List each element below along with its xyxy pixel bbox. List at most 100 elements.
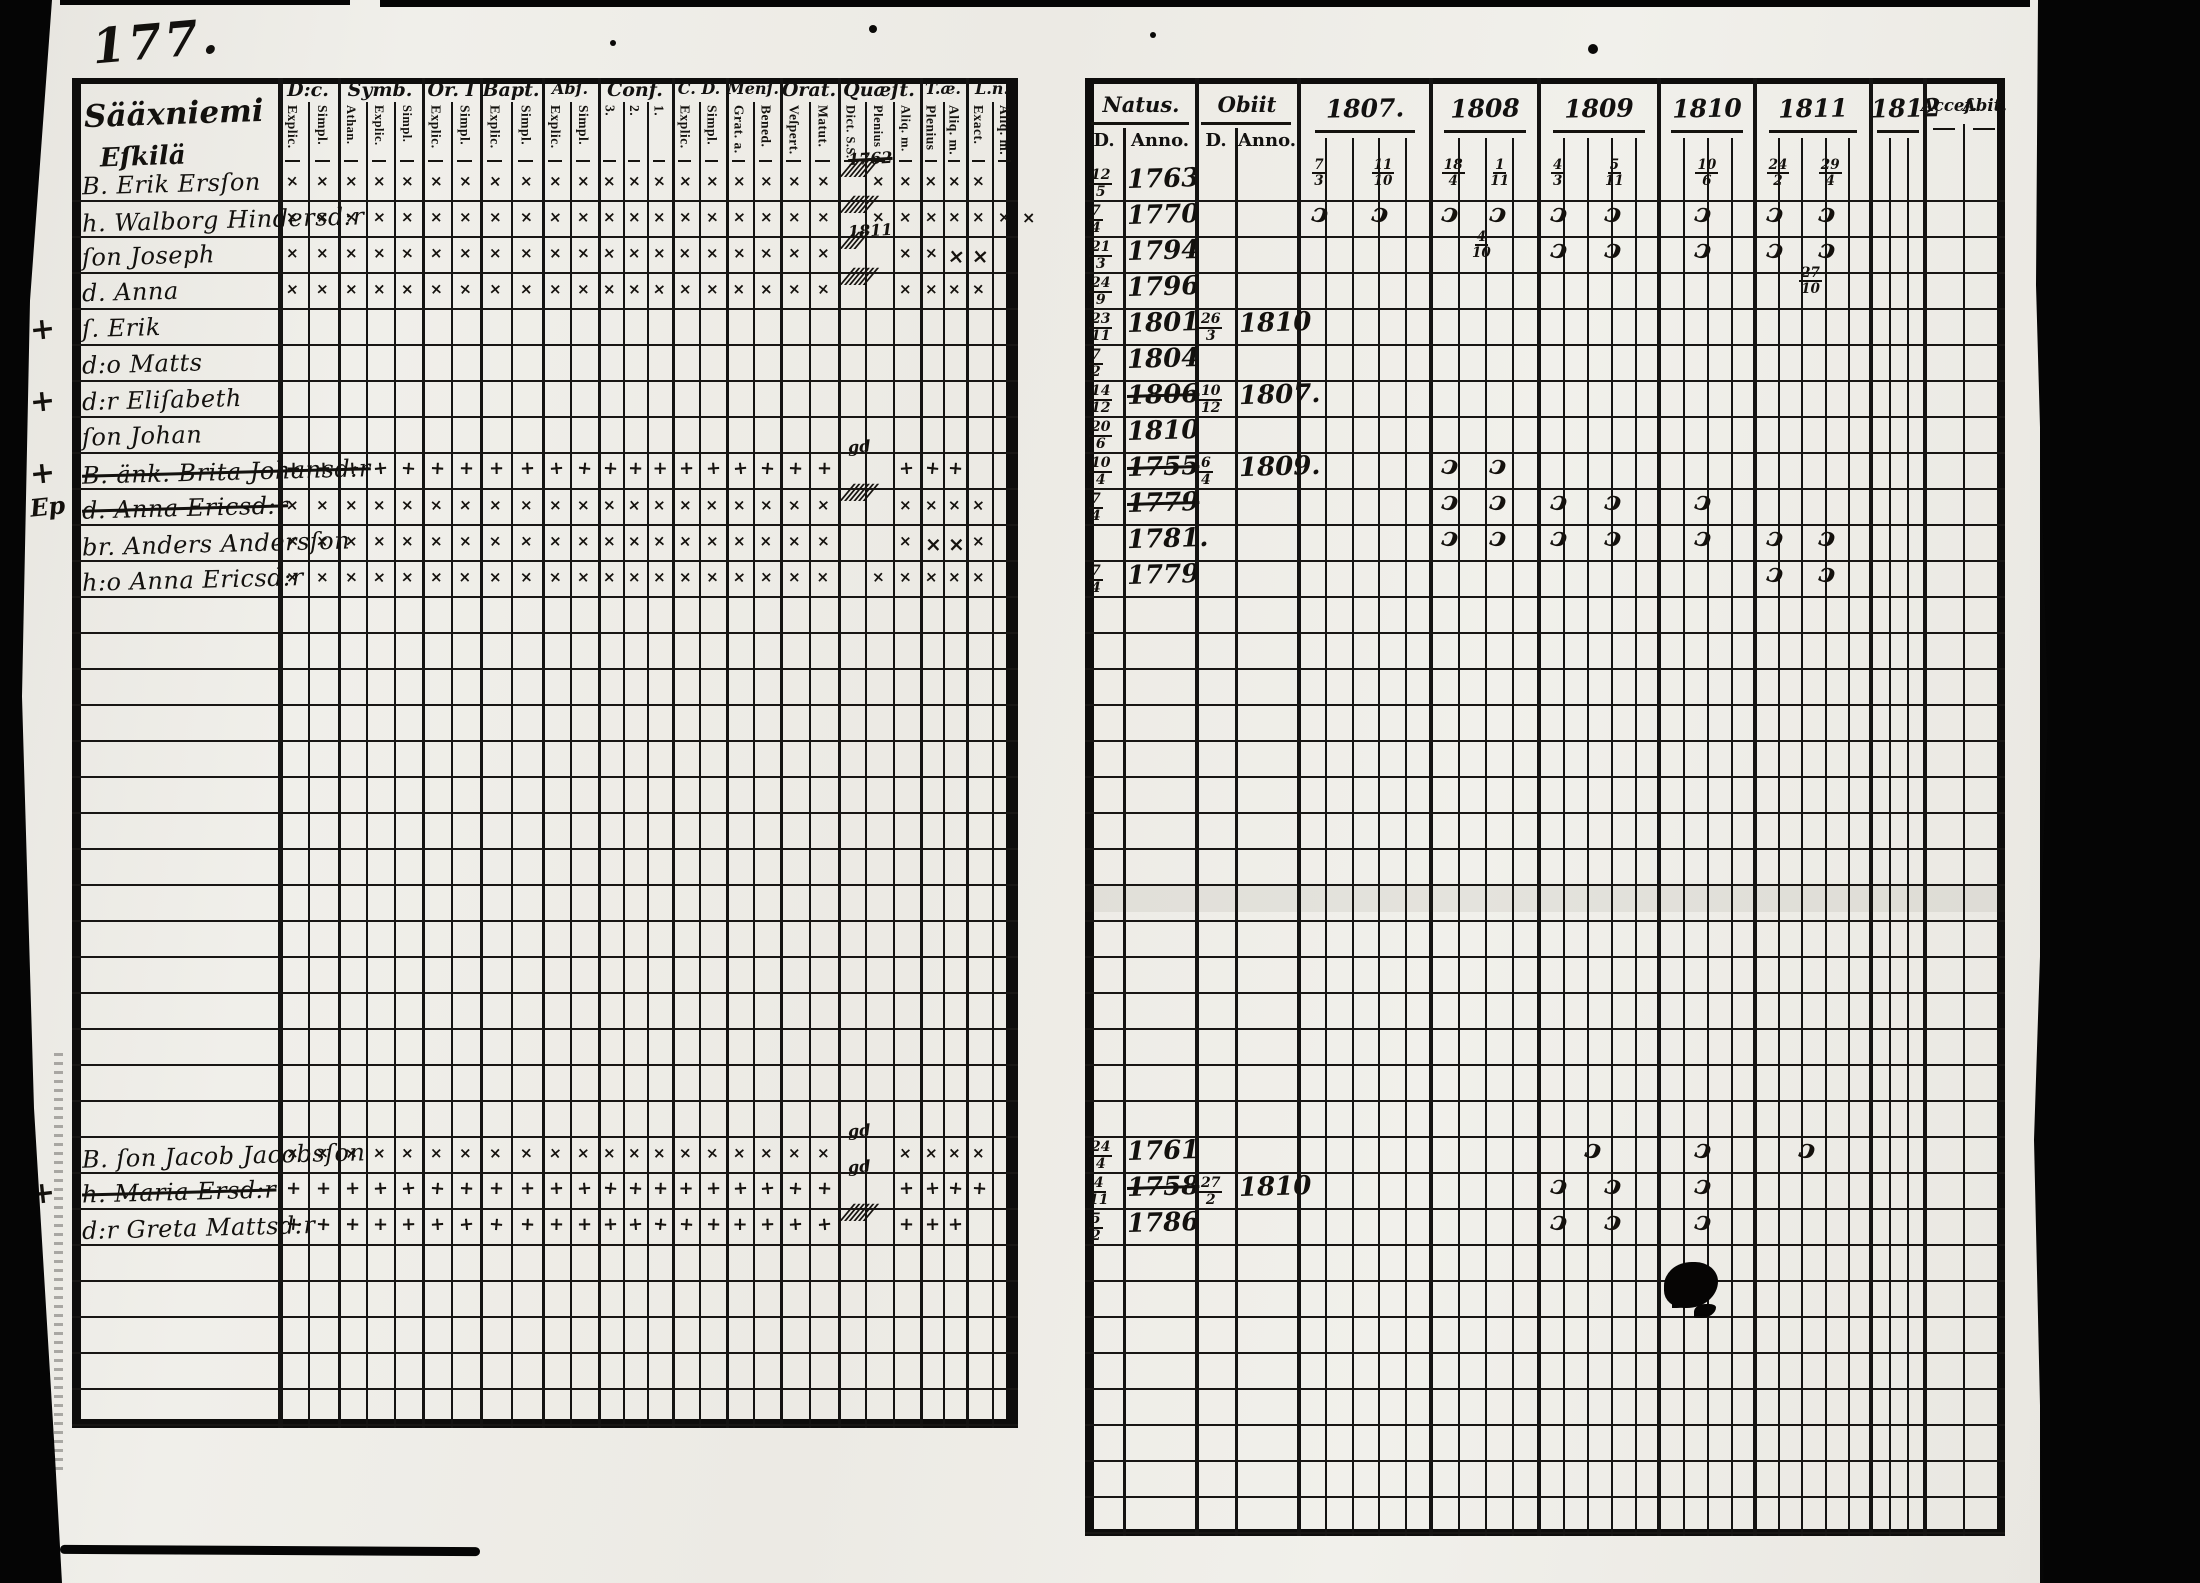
x-mark: + bbox=[759, 1213, 775, 1236]
natus-year: 1806 bbox=[1126, 379, 1200, 411]
x-mark: + bbox=[704, 457, 722, 480]
year-subcolumn-line bbox=[1351, 138, 1354, 1536]
table-row bbox=[72, 202, 1018, 238]
table-row bbox=[72, 526, 1018, 562]
x-mark: × bbox=[576, 1143, 591, 1163]
subcolumn-divider bbox=[699, 102, 701, 1428]
column-header-label: D:c. bbox=[287, 79, 329, 101]
x-mark: × bbox=[345, 496, 358, 514]
table-row bbox=[1085, 1246, 2005, 1282]
table-row bbox=[1085, 166, 2005, 202]
x-mark: × bbox=[548, 531, 563, 551]
natus-year: 1755 bbox=[1126, 451, 1200, 483]
x-mark: × bbox=[946, 495, 961, 515]
x-mark: × bbox=[519, 495, 533, 515]
obiit-day: 26 3 bbox=[1199, 311, 1223, 344]
column-divider bbox=[1429, 78, 1433, 1536]
x-mark: × bbox=[787, 207, 801, 227]
x-mark: + bbox=[652, 1177, 669, 1200]
x-mark: × bbox=[787, 567, 801, 587]
x-mark: × bbox=[732, 531, 746, 551]
abit-header: Abit. bbox=[1963, 96, 2007, 115]
table-row bbox=[72, 1246, 1018, 1282]
subcolumn-header-label: Aliq. m. bbox=[997, 105, 1012, 156]
x-mark: × bbox=[400, 243, 415, 263]
quaest-note: 1762 bbox=[847, 147, 893, 170]
x-mark: + bbox=[731, 457, 749, 480]
x-mark: + bbox=[488, 1177, 504, 1200]
x-mark: + bbox=[815, 1177, 833, 1200]
x-mark: × bbox=[816, 243, 830, 263]
x-mark: × bbox=[344, 1143, 359, 1163]
x-mark: × bbox=[285, 243, 299, 263]
x-mark: × bbox=[972, 208, 985, 226]
x-mark: + bbox=[548, 1177, 565, 1200]
left-table-border-right bbox=[1006, 78, 1018, 1428]
x-mark: + bbox=[627, 1177, 644, 1200]
subcolumn-dash bbox=[428, 160, 443, 162]
obiit-year: 1810 bbox=[1238, 307, 1312, 339]
natus-year: 1761 bbox=[1126, 1135, 1200, 1167]
obiit-year: 1809. bbox=[1238, 450, 1321, 484]
table-row bbox=[1085, 1174, 2005, 1210]
year-subcolumn-line bbox=[1485, 138, 1487, 1536]
film-speckle-strip bbox=[54, 1050, 63, 1470]
left-table-border-left bbox=[72, 78, 81, 1428]
x-mark: × bbox=[971, 567, 985, 587]
person-name: d:r Eliſabeth bbox=[81, 383, 243, 417]
x-mark: + bbox=[400, 1213, 417, 1236]
x-mark: + bbox=[316, 1178, 332, 1199]
year-header: 1809 bbox=[1563, 93, 1635, 124]
year-subcolumn-line bbox=[1404, 138, 1407, 1536]
x-mark: × bbox=[971, 279, 986, 299]
x-mark: × bbox=[458, 1143, 472, 1163]
subcolumn-header-label: Bened. bbox=[758, 105, 774, 148]
x-mark: + bbox=[315, 457, 332, 480]
x-mark: × bbox=[652, 1143, 666, 1163]
table-row bbox=[72, 994, 1018, 1030]
x-mark: × bbox=[947, 567, 961, 587]
subcolumn-dash bbox=[284, 160, 300, 162]
x-mark: × bbox=[815, 279, 830, 299]
x-mark: × bbox=[816, 207, 830, 227]
table-row bbox=[72, 238, 1018, 274]
quaest-note: gd bbox=[847, 1156, 871, 1177]
x-mark: × bbox=[627, 171, 642, 191]
natus-year: 1810 bbox=[1126, 415, 1200, 447]
x-mark: × bbox=[458, 568, 472, 586]
x-mark: + bbox=[576, 1213, 593, 1236]
subcolumn-dash bbox=[898, 160, 913, 162]
x-mark: × bbox=[519, 243, 533, 263]
x-mark: × bbox=[947, 207, 961, 227]
natus-day: 12 5 bbox=[1089, 167, 1113, 200]
subcolumn-dash bbox=[628, 160, 641, 162]
column-header-label: Quæſt. bbox=[843, 79, 915, 101]
column-header-label: Menſ. bbox=[727, 79, 779, 98]
x-mark: × bbox=[548, 279, 562, 299]
x-mark: + bbox=[458, 457, 474, 480]
year-header: 1812 bbox=[1870, 93, 1941, 124]
x-mark: × bbox=[971, 171, 986, 191]
x-mark: + bbox=[518, 457, 536, 480]
x-mark: × bbox=[732, 495, 746, 515]
table-row bbox=[72, 454, 1018, 490]
communion-date: 5 11 bbox=[1605, 157, 1624, 190]
x-mark: × bbox=[705, 243, 719, 263]
x-mark: × bbox=[285, 567, 299, 587]
column-divider bbox=[480, 78, 483, 1428]
x-mark: × bbox=[429, 171, 443, 191]
x-mark: + bbox=[732, 1214, 748, 1235]
year-subcolumn-line bbox=[1378, 138, 1381, 1536]
natus-day: 24 4 bbox=[1089, 1139, 1113, 1172]
x-mark: × bbox=[315, 171, 330, 191]
year-subcolumn-line bbox=[1731, 138, 1733, 1536]
subcolumn-header-label: Explic. bbox=[285, 105, 300, 149]
table-row bbox=[72, 778, 1018, 814]
x-mark: × bbox=[731, 567, 746, 587]
column-divider bbox=[920, 78, 923, 1428]
table-row bbox=[1085, 598, 2005, 634]
x-mark: × bbox=[924, 279, 938, 299]
